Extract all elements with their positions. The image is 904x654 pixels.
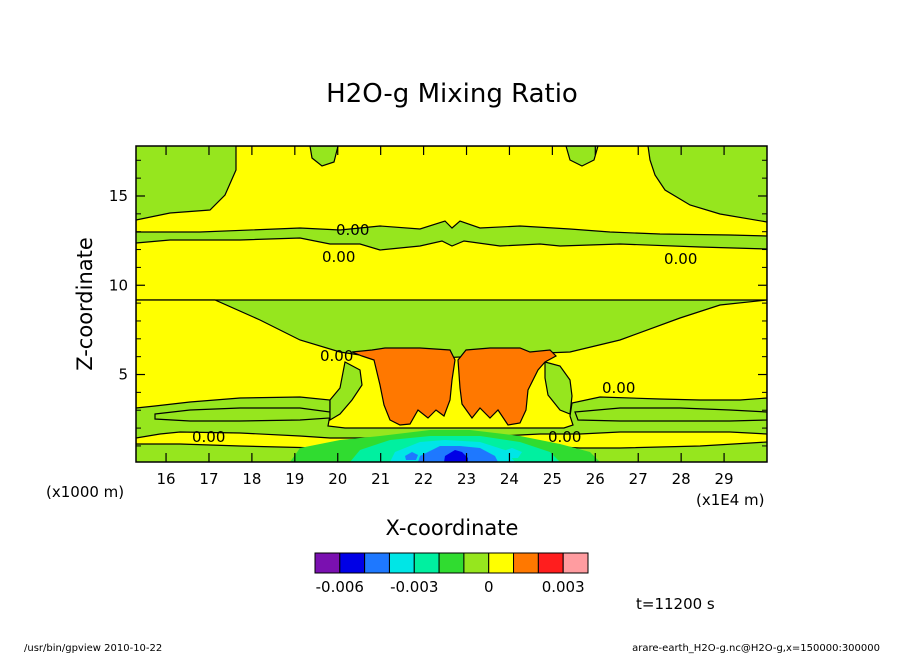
contour-label: 0.00	[602, 379, 635, 397]
x-tick-label: 25	[543, 470, 562, 488]
anomaly-cyan-small	[500, 448, 522, 458]
x-tick-label: 27	[629, 470, 648, 488]
colorbar-tick-label: -0.006	[316, 578, 364, 596]
colorbar-tick-label: -0.003	[390, 578, 438, 596]
x-tick-label: 16	[157, 470, 176, 488]
dry-pocket-right	[574, 407, 767, 422]
y-tick-label: 15	[109, 187, 128, 205]
footer-left: /usr/bin/gpview 2010-10-22	[24, 643, 162, 654]
y-tick-label: 10	[109, 276, 128, 294]
colorbar-labels: -0.006 -0.003 0 0.003	[316, 578, 585, 596]
contour-label: 0.00	[320, 347, 353, 365]
contour-field: 0.00 0.00 0.00 0.00 0.00 0.00 0.00	[136, 146, 767, 462]
colorbar-swatch	[438, 552, 465, 574]
y-axis-label: Z-coordinate	[73, 237, 97, 371]
x-axis-label: X-coordinate	[386, 516, 519, 540]
y-scale-note: (x1000 m)	[46, 483, 124, 501]
x-scale-note: (x1E4 m)	[696, 491, 765, 509]
x-tick-label: 28	[672, 470, 691, 488]
dry-bump-right	[565, 146, 599, 167]
footer-right: arare-earth_H2O-g.nc@H2O-g,x=150000:3000…	[632, 643, 880, 654]
contour-label: 0.00	[192, 428, 225, 446]
x-tick-label: 26	[586, 470, 605, 488]
time-label: t=11200 s	[636, 595, 715, 613]
y-axis: 5 10 15	[109, 159, 767, 447]
anomaly-blue-small	[405, 452, 418, 460]
chart-title: H2O-g Mixing Ratio	[326, 79, 578, 109]
colorbar-swatch	[388, 552, 415, 574]
x-tick-label: 17	[199, 470, 218, 488]
colorbar-swatch	[488, 552, 515, 574]
colorbar-tick-label: 0.003	[542, 578, 585, 596]
x-tick-label: 24	[500, 470, 519, 488]
dry-intrusion-left	[329, 361, 363, 422]
x-tick-label: 23	[457, 470, 476, 488]
colorbar-swatch	[537, 552, 564, 574]
x-tick-label: 29	[715, 470, 734, 488]
x-tick-label: 18	[242, 470, 261, 488]
contour-label: 0.00	[322, 248, 355, 266]
x-axis: 16 17 18 19 20 21 22 23 24 25 26 27 28 29	[157, 146, 734, 488]
colorbar-tick-label: 0	[484, 578, 494, 596]
colorbar-swatch	[562, 552, 589, 574]
max-region-left	[351, 347, 456, 426]
moist-region-middle	[136, 237, 767, 301]
x-tick-label: 19	[285, 470, 304, 488]
x-tick-label: 22	[414, 470, 433, 488]
colorbar-swatch	[463, 552, 490, 574]
x-tick-label: 20	[328, 470, 347, 488]
contour-label: 0.00	[548, 428, 581, 446]
y-tick-label: 5	[118, 366, 128, 384]
colorbar-swatch	[314, 552, 341, 574]
moist-region-top	[136, 146, 767, 237]
colorbar-swatch	[339, 552, 366, 574]
dry-intrusion-right	[544, 361, 573, 415]
max-region-right	[457, 347, 557, 426]
colorbar-swatch	[413, 552, 440, 574]
dry-bump-left	[309, 146, 339, 167]
anomaly-deep	[444, 450, 468, 462]
x-tick-label: 21	[371, 470, 390, 488]
colorbar-swatch	[364, 552, 390, 574]
contour-label: 0.00	[664, 250, 697, 268]
colorbar-swatch	[513, 552, 539, 574]
contour-label: 0.00	[336, 221, 369, 239]
colorbar	[314, 552, 589, 574]
plot-frame	[135, 145, 768, 463]
